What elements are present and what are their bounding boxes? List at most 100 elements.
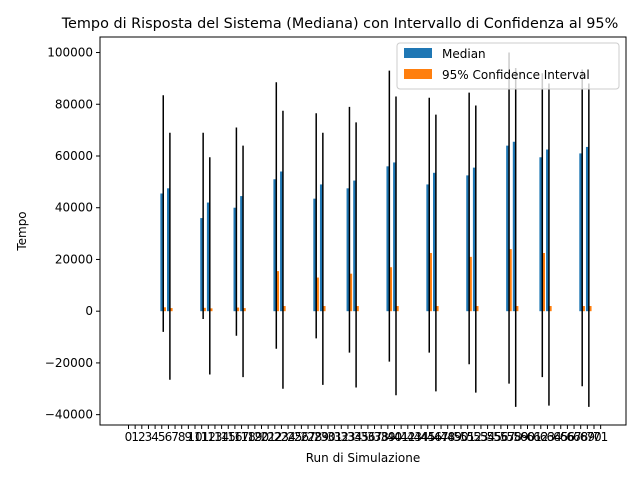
ci-bar xyxy=(395,306,399,312)
x-tick-label: 35 xyxy=(354,430,369,444)
x-tick-label: 1 xyxy=(131,430,139,444)
x-tick-label: 43 xyxy=(407,430,422,444)
y-tick-label: 60000 xyxy=(55,149,93,163)
median-bar xyxy=(393,162,396,312)
x-axis-ticks: 0 1 2 3 4 5 6 7 8 9101112131415161718192021222324… xyxy=(125,425,608,444)
x-tick-label: 57 xyxy=(500,430,515,444)
median-bar xyxy=(313,198,317,312)
x-tick-label: 45 xyxy=(420,430,435,444)
x-tick-label: 46 xyxy=(427,430,442,444)
median-bar xyxy=(426,184,430,312)
x-tick-label: 11 xyxy=(194,430,209,444)
median-bar xyxy=(319,184,323,312)
x-tick-label: 10 xyxy=(187,430,202,444)
median-bar xyxy=(585,146,589,312)
ci-bar xyxy=(356,306,359,312)
x-tick-label: 33 xyxy=(340,430,355,444)
x-tick-label: 39 xyxy=(380,430,395,444)
median-bar xyxy=(353,180,356,312)
x-tick-label: 38 xyxy=(374,430,389,444)
x-tick-label: 62 xyxy=(533,430,548,444)
ci-bar xyxy=(282,306,286,312)
chart-title: Tempo di Risposta del Sistema (Mediana) … xyxy=(61,16,619,32)
ci-bar xyxy=(349,273,353,312)
ci-bar xyxy=(469,256,472,312)
x-tick-label: 53 xyxy=(473,430,488,444)
x-tick-label: 30 xyxy=(320,430,335,444)
ci-bar xyxy=(236,307,240,312)
x-tick-label: 27 xyxy=(300,430,315,444)
axes-background xyxy=(100,37,626,425)
x-tick-label: 70 xyxy=(586,430,601,444)
y-tick-label: 20000 xyxy=(55,252,93,266)
y-tick-label: 0 xyxy=(85,304,93,318)
x-tick-label: 59 xyxy=(513,430,528,444)
x-tick-label: 13 xyxy=(207,430,222,444)
x-tick-label: 64 xyxy=(546,430,561,444)
bars-group xyxy=(160,141,592,312)
x-tick-label: 9 xyxy=(185,430,193,444)
x-tick-label: 20 xyxy=(254,430,269,444)
ci-bar xyxy=(515,306,519,312)
median-bar xyxy=(386,166,390,312)
ci-bar xyxy=(322,306,326,312)
x-tick-label: 67 xyxy=(566,430,581,444)
x-tick-label: 29 xyxy=(314,430,329,444)
x-axis-label: Run di Simulazione xyxy=(306,451,421,465)
x-tick-label: 16 xyxy=(227,430,242,444)
x-tick-label: 14 xyxy=(214,430,229,444)
x-tick-label: 41 xyxy=(394,430,409,444)
x-tick-label: 17 xyxy=(234,430,249,444)
x-tick-label: 65 xyxy=(553,430,568,444)
median-bar xyxy=(506,145,509,312)
median-bar xyxy=(539,157,543,312)
y-tick-label: 80000 xyxy=(55,97,93,111)
x-tick-label: 56 xyxy=(493,430,508,444)
median-bar xyxy=(466,175,470,312)
x-tick-label: 2 xyxy=(138,430,146,444)
y-tick-label: 40000 xyxy=(55,201,93,215)
median-bar xyxy=(160,193,164,312)
x-tick-label: 52 xyxy=(467,430,482,444)
x-tick-label: 22 xyxy=(267,430,282,444)
ci-bar xyxy=(389,267,393,312)
median-bar xyxy=(206,202,210,312)
x-tick-label: 24 xyxy=(280,430,295,444)
ci-bar xyxy=(429,252,432,312)
ci-bar xyxy=(163,307,166,312)
x-tick-label: 31 xyxy=(327,430,342,444)
ci-bar xyxy=(475,306,479,312)
median-bar xyxy=(472,167,476,312)
median-bar xyxy=(433,172,436,312)
x-tick-label: 69 xyxy=(580,430,595,444)
x-tick-label: 48 xyxy=(440,430,455,444)
ci-bar xyxy=(582,306,585,312)
x-tick-label: 34 xyxy=(347,430,362,444)
x-tick-label: 25 xyxy=(287,430,302,444)
median-bar xyxy=(240,196,243,312)
x-tick-label: 42 xyxy=(400,430,415,444)
x-tick-label: 40 xyxy=(387,430,402,444)
x-tick-label: 26 xyxy=(294,430,309,444)
median-bar xyxy=(579,153,583,312)
ci-bar xyxy=(276,271,279,312)
ci-bar xyxy=(242,308,246,312)
x-tick-label: 19 xyxy=(247,430,262,444)
median-bar xyxy=(346,188,350,312)
y-tick-label: −20000 xyxy=(45,356,93,370)
ci-bar xyxy=(316,277,319,312)
errorbars-group xyxy=(162,52,590,407)
y-axis-ticks: −40000 −20000 0 20000 40000 60000 80000 100000 xyxy=(45,46,100,422)
x-tick-label: 32 xyxy=(334,430,349,444)
x-tick-label: 68 xyxy=(573,430,588,444)
x-tick-label: 12 xyxy=(201,430,216,444)
ci-bar xyxy=(542,252,545,312)
x-tick-label: 61 xyxy=(527,430,542,444)
legend-swatch-ci xyxy=(404,69,432,79)
legend-frame xyxy=(396,42,620,90)
median-bar xyxy=(512,141,516,312)
ci-bar xyxy=(209,308,213,312)
x-tick-label: 37 xyxy=(367,430,382,444)
median-bar xyxy=(167,188,170,312)
x-tick-label: 63 xyxy=(540,430,555,444)
